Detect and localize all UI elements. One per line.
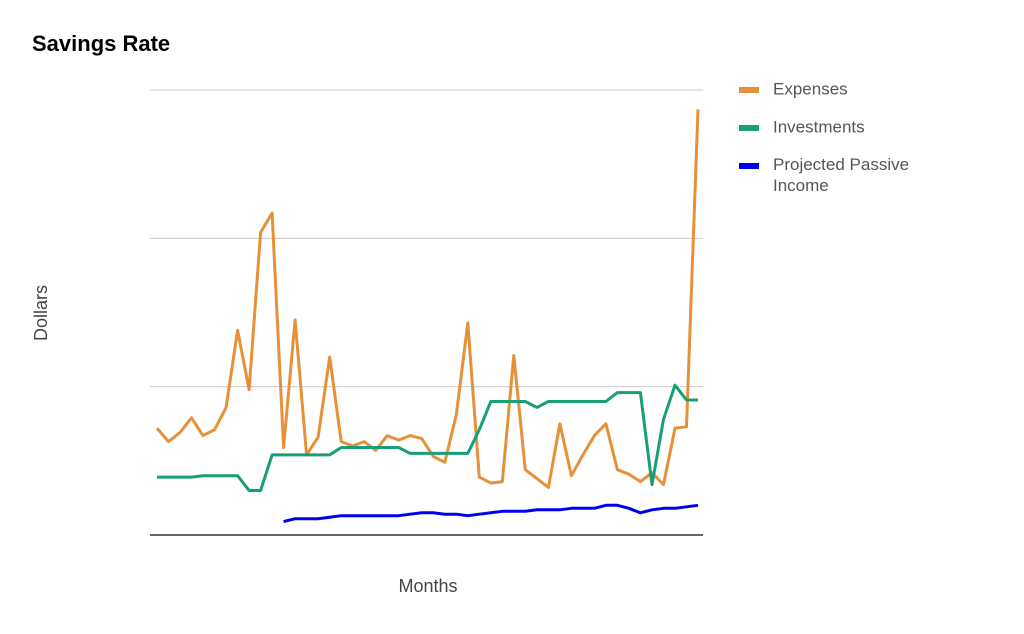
series-line [157,383,698,492]
chart-title: Savings Rate [32,31,170,56]
series-line [283,503,699,524]
legend-label: Investments [773,117,865,136]
x-axis-title: Months [398,576,457,596]
legend-label: Expenses [773,79,848,98]
y-axis-title: Dollars [31,285,51,341]
legend-swatch [739,87,759,93]
series-line [155,109,700,489]
legend-swatch [739,163,759,169]
legend-swatch [739,125,759,131]
legend-label: Projected Passive Income [773,155,909,195]
